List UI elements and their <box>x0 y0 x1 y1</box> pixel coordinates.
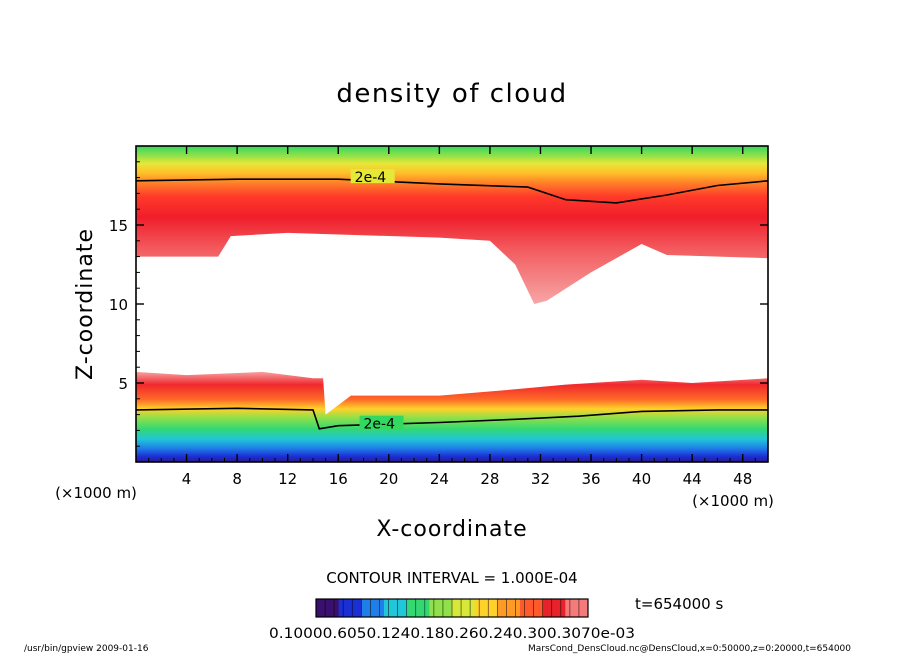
footer-left: /usr/bin/gpview 2009-01-16 <box>24 644 149 654</box>
footer-right: MarsCond_DensCloud.nc@DensCloud,x=0:5000… <box>528 644 851 654</box>
x-tick-label: 16 <box>329 470 348 488</box>
y-tick-label: 5 <box>118 375 128 393</box>
y-axis-label: Z-coordinate <box>73 228 98 380</box>
plot-area <box>136 146 768 462</box>
colorbar-swatch <box>429 599 453 617</box>
x-tick-label: 20 <box>379 470 398 488</box>
colorbar-labels: 0.10000.6050.1240.180.260.240.300.3070e-… <box>269 626 635 642</box>
chart-title: density of cloud <box>336 79 567 109</box>
colorbar-swatch <box>520 599 544 617</box>
x-tick-label: 24 <box>430 470 449 488</box>
colorbar <box>315 598 589 618</box>
colorbar-swatch <box>316 599 340 617</box>
colorbar-swatch <box>406 599 430 617</box>
time-label: t=654000 s <box>635 595 723 613</box>
colorbar-swatch <box>361 599 385 617</box>
contour-label-bg <box>359 415 404 430</box>
x-tick-label: 44 <box>683 470 702 488</box>
contour-label: 2e-4 <box>364 417 396 433</box>
colorbar-swatch <box>542 599 566 617</box>
upper-contour-2e-4 <box>136 178 768 204</box>
x-tick-label: 32 <box>531 470 550 488</box>
x-unit-label: (×1000 m) <box>55 484 137 502</box>
colorbar-swatch <box>474 599 498 617</box>
lower-contour-2e-4 <box>136 407 768 430</box>
lower-cloud-layer <box>136 371 768 462</box>
x-tick-label: 12 <box>278 470 297 488</box>
contour-label-bg <box>350 169 395 184</box>
upper-cloud-layer <box>136 146 768 304</box>
colorbar-swatch <box>384 599 408 617</box>
contour-interval: CONTOUR INTERVAL = 1.000E-04 <box>326 569 577 587</box>
x-tick-label: 8 <box>232 470 242 488</box>
x-axis-label: X-coordinate <box>376 517 527 542</box>
z-unit-label: (×1000 m) <box>692 492 774 510</box>
y-tick-label: 10 <box>109 296 128 314</box>
x-tick-label: 48 <box>733 470 752 488</box>
x-tick-label: 36 <box>581 470 600 488</box>
colorbar-frame <box>315 598 589 618</box>
colorbar-swatch <box>497 599 521 617</box>
colorbar-swatch <box>338 599 362 617</box>
contour-label: 2e-4 <box>355 170 387 186</box>
x-tick-label: 4 <box>182 470 192 488</box>
x-tick-label: 40 <box>632 470 651 488</box>
colorbar-swatch <box>452 599 476 617</box>
x-tick-label: 28 <box>480 470 499 488</box>
y-tick-label: 15 <box>109 217 128 235</box>
colorbar-swatch <box>565 599 589 617</box>
